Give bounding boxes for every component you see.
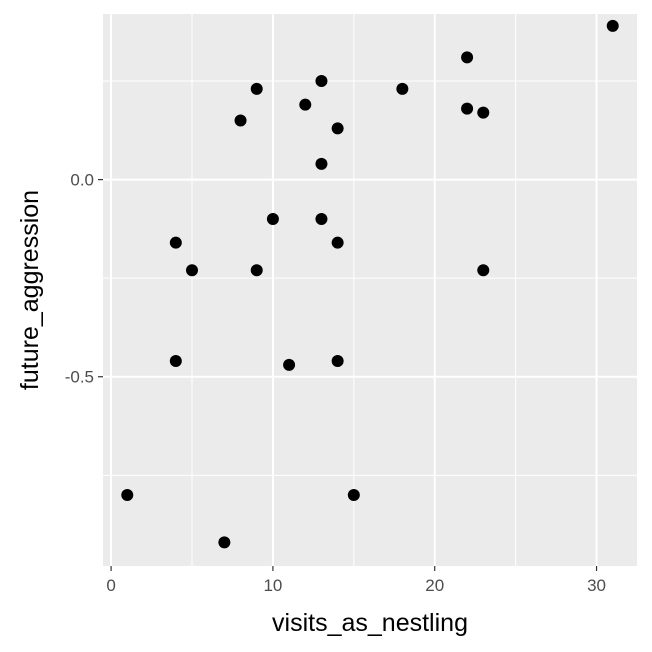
data-point	[461, 102, 474, 115]
data-point	[477, 106, 490, 119]
data-point	[218, 536, 231, 549]
data-point	[477, 264, 490, 277]
data-point	[315, 157, 328, 170]
y-axis-title: future_aggression	[16, 190, 44, 390]
data-point	[250, 82, 263, 95]
x-tick-label: 30	[587, 576, 606, 595]
data-point	[331, 122, 344, 135]
data-point	[266, 213, 279, 226]
data-point	[331, 236, 344, 249]
data-point	[461, 51, 474, 64]
y-tick-label: 0.0	[70, 171, 94, 190]
grid-major	[103, 14, 637, 566]
x-tick-label: 20	[425, 576, 444, 595]
data-points	[121, 19, 619, 549]
y-axis-ticks: 0.0 -0.5	[65, 171, 103, 387]
x-tick-label: 0	[106, 576, 115, 595]
x-axis-title: visits_as_nestling	[272, 609, 468, 637]
data-point	[396, 82, 409, 95]
data-point	[169, 236, 182, 249]
data-point	[250, 264, 263, 277]
plot-panel	[103, 14, 637, 566]
data-point	[283, 358, 296, 371]
grid-minor	[103, 14, 637, 566]
x-axis-ticks: 0 10 20 30	[106, 566, 606, 595]
data-point	[186, 264, 198, 277]
y-tick-label: -0.5	[65, 368, 94, 387]
data-point	[299, 98, 312, 111]
data-point	[347, 489, 360, 502]
data-point	[315, 213, 328, 226]
data-point	[234, 114, 247, 127]
data-point	[121, 489, 134, 502]
x-tick-label: 10	[263, 576, 282, 595]
data-point	[331, 354, 344, 367]
data-point	[315, 75, 328, 88]
data-point	[169, 354, 182, 367]
data-point	[606, 19, 619, 32]
